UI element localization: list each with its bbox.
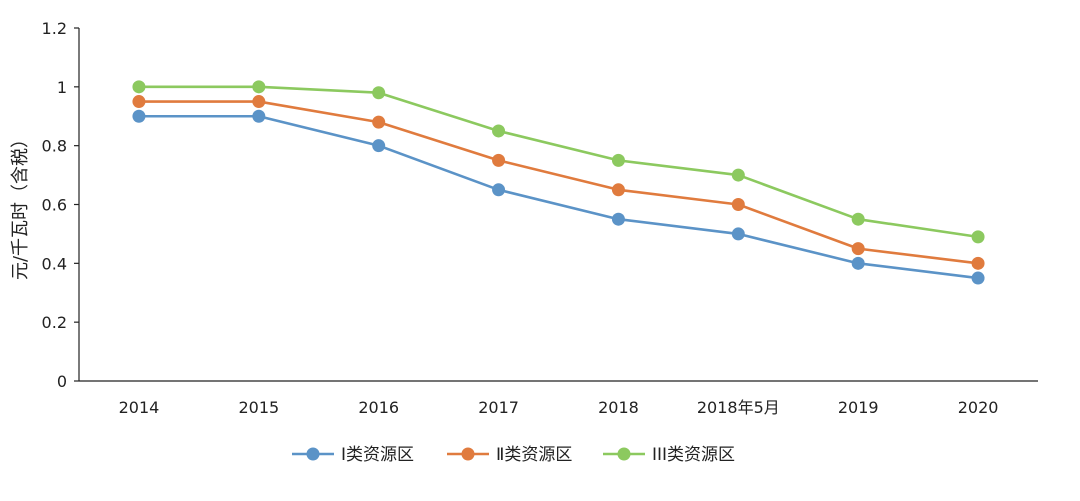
data-point (132, 109, 146, 123)
series-line (138, 114, 979, 280)
legend-swatch-marker (306, 447, 320, 461)
x-tick-label: 2019 (838, 398, 879, 417)
series-line (138, 85, 979, 239)
data-point (731, 198, 745, 211)
x-tick-label: 2016 (358, 398, 399, 417)
y-tick-label: 0.2 (42, 313, 67, 332)
data-point (611, 153, 625, 167)
legend-label: Ⅰ类资源区 (341, 445, 414, 465)
data-point (971, 256, 985, 270)
data-point (971, 271, 985, 285)
x-tick-label: 2020 (958, 398, 999, 417)
y-tick-label: 1 (57, 78, 67, 97)
y-tick-label: 0.4 (42, 254, 67, 273)
data-point (971, 230, 985, 244)
series-line (138, 100, 979, 265)
legend-swatch-marker (617, 447, 631, 461)
data-point (492, 153, 506, 167)
legend-item: Ⅰ类资源区 (292, 445, 414, 465)
data-point (372, 86, 386, 100)
y-axis: 0 0.2 0.4 0.6 0.8 1 1.2 (42, 19, 80, 391)
data-point (611, 183, 625, 197)
data-point (492, 183, 506, 197)
series-1 (132, 109, 985, 285)
legend-item: III类资源区 (603, 445, 735, 465)
y-tick-label: 0.6 (42, 196, 67, 215)
y-tick-label: 0.8 (42, 137, 67, 156)
data-point (851, 256, 865, 270)
data-point (731, 227, 745, 241)
data-point (252, 95, 266, 109)
legend-label: Ⅱ类资源区 (496, 445, 572, 465)
legend-label: III类资源区 (652, 445, 735, 465)
x-tick-label: 2014 (119, 398, 160, 417)
data-point (851, 212, 865, 226)
y-tick-label: 1.2 (42, 19, 67, 38)
data-point (252, 109, 266, 123)
data-point (731, 168, 745, 182)
series-3 (132, 80, 985, 244)
series-layer (132, 80, 985, 285)
legend: Ⅰ类资源区 Ⅱ类资源区 III类资源区 (292, 445, 735, 465)
y-tick-label: 0 (57, 372, 67, 391)
x-axis: 2014 2015 2016 2017 2018 2018年5月 2019 2020 (79, 380, 1038, 417)
data-point (252, 80, 266, 94)
legend-swatch-marker (461, 447, 475, 461)
data-point (611, 212, 625, 226)
x-tick-label: 2018年5月 (697, 398, 780, 417)
series-2 (132, 95, 985, 270)
data-point (132, 80, 146, 94)
data-point (492, 124, 506, 138)
data-point (132, 95, 146, 109)
x-tick-label: 2015 (238, 398, 279, 417)
x-tick-label: 2017 (478, 398, 519, 417)
data-point (372, 115, 386, 129)
y-axis-label: 元/千瓦时（含税） (10, 130, 31, 280)
x-tick-label: 2018 (598, 398, 639, 417)
data-point (851, 242, 865, 256)
legend-item: Ⅱ类资源区 (447, 445, 572, 465)
data-point (372, 139, 386, 153)
